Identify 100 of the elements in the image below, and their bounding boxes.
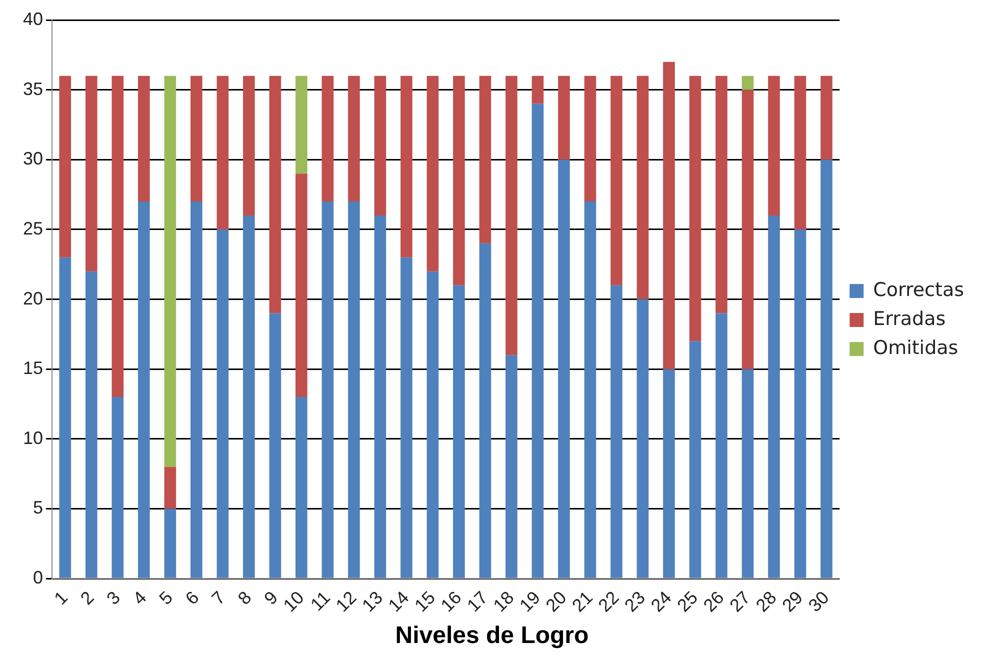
bar <box>426 271 439 578</box>
bar <box>636 76 649 300</box>
bar <box>479 76 492 244</box>
bar <box>506 76 518 356</box>
x-tick-label: 20 <box>542 587 570 616</box>
bar <box>296 174 308 398</box>
y-tick-label: 0 <box>33 568 44 588</box>
bar <box>584 202 596 578</box>
bar <box>190 202 202 578</box>
x-tick-label: 23 <box>620 587 650 616</box>
x-tick-label: 2 <box>76 587 98 609</box>
x-tick-label: 5 <box>155 587 176 609</box>
x-tick-label: 28 <box>752 587 780 616</box>
bar <box>794 229 806 578</box>
bar <box>716 313 728 578</box>
bar <box>689 341 702 578</box>
y-tick-label: 25 <box>22 218 44 238</box>
bar <box>742 76 754 90</box>
bar <box>532 76 544 104</box>
y-tick-label: 10 <box>22 428 44 448</box>
legend-label: Erradas <box>873 308 946 330</box>
bar <box>453 76 465 286</box>
bar <box>636 299 649 578</box>
bar <box>216 76 229 230</box>
bar <box>374 76 386 216</box>
y-tick-label: 40 <box>22 8 44 29</box>
x-tick-label: 4 <box>129 587 150 609</box>
x-tick-label: 17 <box>463 587 492 616</box>
bar <box>190 76 202 202</box>
bar <box>768 216 780 578</box>
x-tick-label: 3 <box>102 587 124 609</box>
bar <box>584 76 596 202</box>
bar <box>820 160 832 578</box>
bar <box>112 76 124 398</box>
x-tick-label: 6 <box>182 587 203 609</box>
x-tick-label: 16 <box>436 587 466 616</box>
x-tick-label: 12 <box>332 587 360 616</box>
y-tick-label: 5 <box>33 498 44 518</box>
y-tick-label: 15 <box>22 358 44 378</box>
x-tick-label: 14 <box>384 587 413 616</box>
bar <box>663 369 675 578</box>
bar <box>374 216 386 578</box>
bar <box>663 62 675 370</box>
bar <box>243 76 255 216</box>
bar <box>348 202 360 578</box>
x-tick-label: 24 <box>647 587 676 616</box>
bar <box>479 243 492 578</box>
bar <box>689 76 702 342</box>
legend-label: Omitidas <box>873 336 958 359</box>
bar <box>322 76 334 202</box>
bar <box>558 160 570 578</box>
x-tick-label: 8 <box>234 587 256 609</box>
bar <box>426 76 439 272</box>
bar <box>400 76 412 258</box>
x-tick-label: 22 <box>594 587 623 616</box>
legend-label: Correctas <box>873 278 964 301</box>
y-tick-label: 20 <box>22 288 44 308</box>
bar <box>216 229 229 578</box>
bar <box>558 76 570 160</box>
bar <box>768 76 780 216</box>
bar <box>296 76 308 174</box>
bar <box>138 76 150 202</box>
x-tick-label: 1 <box>50 587 72 609</box>
bar <box>59 76 72 258</box>
bar <box>532 104 544 578</box>
x-tick-label: 19 <box>516 587 544 616</box>
bar <box>164 466 176 509</box>
x-tick-label: 25 <box>673 587 702 616</box>
x-tick-label: 9 <box>260 587 282 609</box>
x-axis-title: Niveles de Logro <box>394 622 590 650</box>
bar <box>243 216 255 578</box>
x-tick-label: 13 <box>358 587 387 616</box>
x-tick-label: 27 <box>726 587 754 616</box>
bar <box>269 76 282 314</box>
bar <box>322 202 334 578</box>
x-tick-label: 26 <box>700 587 728 616</box>
bar <box>610 76 622 286</box>
x-tick-label: 29 <box>778 587 807 616</box>
x-tick-label: 18 <box>489 587 518 616</box>
bar <box>453 285 465 578</box>
bar <box>820 76 832 160</box>
x-tick-label: 7 <box>208 587 230 609</box>
bar <box>164 508 176 578</box>
x-tick-label: 21 <box>568 587 597 616</box>
bar <box>506 355 518 578</box>
bar <box>742 369 754 578</box>
bar <box>742 90 754 370</box>
y-tick-label: 35 <box>22 78 44 99</box>
bar <box>296 397 308 578</box>
bar <box>794 76 806 230</box>
bar <box>85 271 98 578</box>
x-tick-label: 11 <box>306 587 334 615</box>
x-tick-label: 15 <box>410 587 440 616</box>
bar <box>112 397 124 578</box>
bar <box>164 76 176 467</box>
y-tick-label: 30 <box>22 148 44 169</box>
bar <box>269 313 282 578</box>
x-tick-label: 30 <box>804 587 833 616</box>
bar <box>400 257 412 578</box>
bar <box>138 202 150 578</box>
